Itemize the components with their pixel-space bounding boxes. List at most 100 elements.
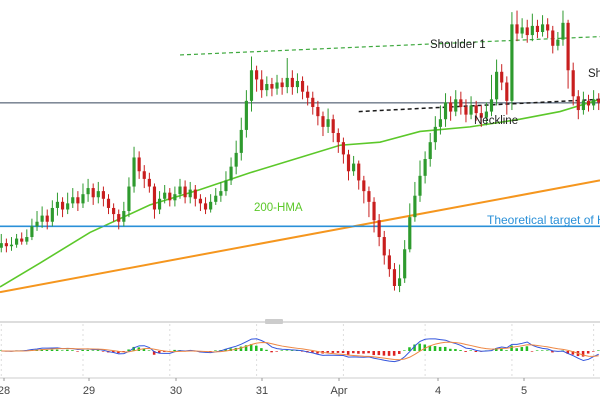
candle-body [229, 166, 233, 181]
macd-hist-bar [81, 349, 84, 351]
candle-body [147, 178, 151, 187]
macd-hist-bar [96, 350, 100, 351]
candle-body [352, 163, 356, 172]
neckline-dashed-line [358, 98, 600, 113]
candle-body [255, 70, 259, 80]
macd-hist-bar [224, 348, 227, 351]
candle-body [316, 106, 320, 117]
candle-body [239, 129, 243, 153]
candle-body [341, 142, 345, 155]
macd-hist-bar [500, 348, 503, 351]
candle-body [198, 198, 203, 204]
candle-body [270, 84, 274, 89]
shoulder2-label: Sh [588, 68, 600, 80]
candle-body [382, 237, 386, 256]
candle-body [168, 192, 172, 201]
macd-hist-bar [443, 346, 447, 351]
macd-hist-bar [285, 350, 289, 351]
candle-body [50, 207, 54, 222]
candle-body [479, 113, 483, 118]
candle-body [346, 154, 351, 172]
candle-body [530, 25, 534, 36]
panel-resize-handle [265, 319, 283, 324]
macd-hist-bar [275, 351, 278, 352]
candle-body [495, 71, 499, 100]
candle-body [152, 186, 157, 210]
macd-hist-bar [438, 346, 442, 351]
candle-body [122, 211, 126, 222]
candle-body [209, 201, 213, 210]
macd-hist-bar [152, 351, 156, 355]
candle-body [244, 100, 248, 130]
macd-hist-bar [387, 351, 391, 356]
macd-hist-bar [474, 351, 478, 352]
candle-body [137, 157, 141, 172]
candle-body [484, 111, 488, 118]
candle-body [540, 24, 545, 33]
macd-hist-bar [295, 350, 299, 351]
macd-hist-bar [397, 351, 401, 354]
candle-body [515, 24, 519, 34]
macd-hist-bar [91, 350, 95, 351]
macd-hist-bar [173, 349, 176, 351]
macd-hist-bar [112, 351, 115, 353]
candle-body [428, 142, 432, 159]
macd-hist-bar [0, 350, 3, 351]
candle-body [520, 27, 524, 34]
candle-body [127, 186, 131, 212]
macd-hist-bar [392, 351, 396, 356]
candle-body [96, 191, 100, 198]
shoulder-dashed-line [179, 36, 600, 56]
candle-body [40, 215, 44, 222]
candle-body [449, 102, 453, 112]
signal-line [1, 341, 599, 361]
candle-body [214, 195, 218, 202]
macd-hist-bar [311, 351, 314, 353]
candle-body [86, 188, 90, 195]
orange-trendline [0, 179, 600, 294]
macd-line [1, 338, 599, 363]
candle-body [464, 106, 468, 115]
macd-hist-bar [571, 351, 575, 355]
macd-hist-bar [326, 351, 330, 353]
macd-hist-bar [127, 349, 130, 351]
macd-hist-bar [163, 351, 166, 352]
candle-body [132, 157, 136, 187]
candle-body [60, 201, 65, 210]
candle-body [377, 220, 381, 238]
macd-hist-bar [214, 350, 217, 351]
candle-body [459, 99, 463, 107]
macd-hist-bar [530, 351, 534, 352]
hma-200-line [0, 98, 600, 288]
macd-hist-bar [336, 351, 340, 353]
macd-hist-bar [367, 351, 370, 354]
candle-body [326, 119, 330, 127]
macd-hist-bar [428, 345, 432, 351]
macd-hist-bar [454, 349, 457, 351]
macd-hist-bar [362, 351, 365, 354]
macd-hist-bar [377, 351, 381, 356]
candle-body [423, 159, 427, 176]
candle-body [510, 24, 514, 101]
candle-body [367, 191, 371, 202]
candle-body [178, 186, 182, 195]
x-tick-label: Apr [330, 385, 347, 397]
candle-body [397, 278, 402, 286]
candle-body [556, 39, 560, 46]
candle-body [55, 201, 60, 208]
candle-body [30, 226, 34, 238]
macd-hist-bar [403, 350, 406, 351]
candle-body [418, 175, 422, 196]
macd-hist-bar [239, 346, 243, 351]
macd-hist-bar [101, 351, 105, 352]
macd-hist-bar [255, 345, 258, 351]
candle-body [234, 152, 238, 167]
candle-body [76, 197, 80, 204]
macd-hist-bar [157, 351, 161, 353]
macd-hist-bar [525, 346, 529, 351]
macd-hist-bar [45, 349, 49, 351]
candle-body [249, 70, 254, 101]
candle-body [300, 80, 305, 92]
x-tick-label: 5 [521, 385, 527, 397]
